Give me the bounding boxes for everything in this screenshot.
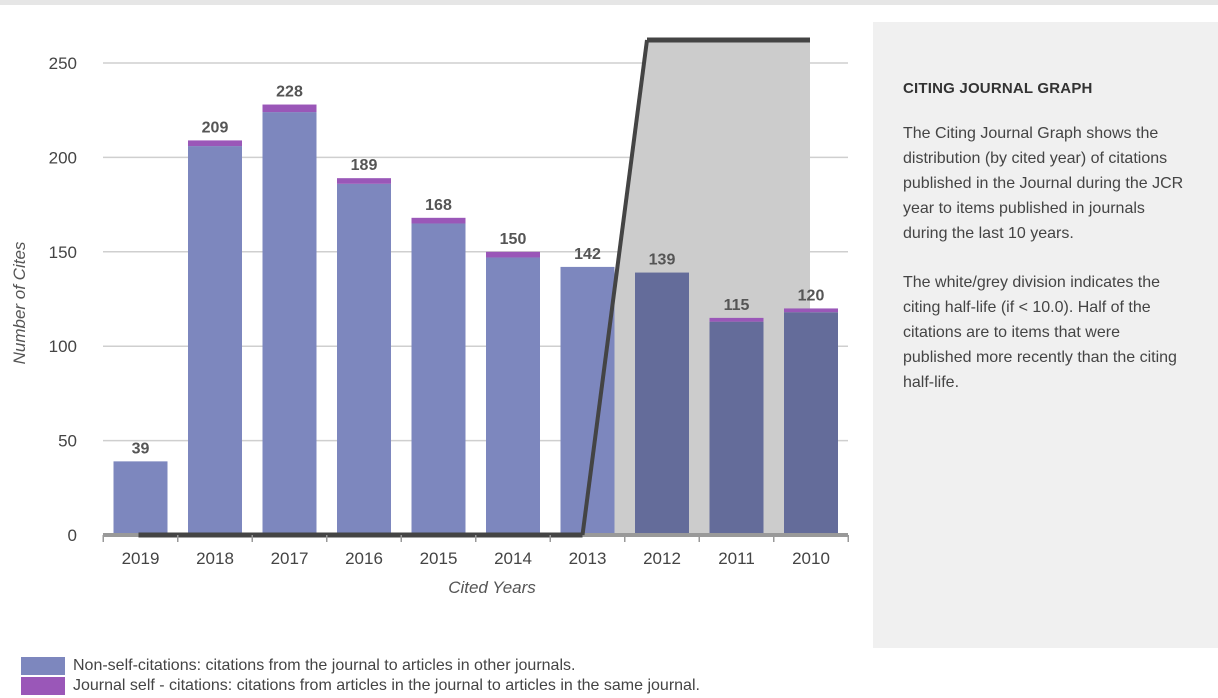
x-axis-title: Cited Years xyxy=(448,578,536,597)
data-label: 142 xyxy=(574,246,601,263)
x-tick-label: 2015 xyxy=(420,549,458,568)
data-label: 39 xyxy=(132,440,150,457)
bar-non-self xyxy=(113,461,168,535)
legend-non-self: Non-self-citations: citations from the j… xyxy=(21,657,575,675)
citing-journal-chart: 0 50 100 150 200 250 2019 39 2018 209 2017 228 2016 1… xyxy=(10,37,849,597)
x-tick-label: 2011 xyxy=(718,549,755,568)
x-tick-label: 2012 xyxy=(643,549,681,568)
y-tick-label: 150 xyxy=(49,243,77,262)
division-diagonal xyxy=(580,39,649,536)
data-label: 115 xyxy=(724,297,750,314)
bar-non-self xyxy=(709,321,764,535)
non-self-label: Non-self-citations: citations from the j… xyxy=(73,657,576,674)
labels: 0 50 100 150 200 250 2019 39 2018 209 2017 228 2016 1… xyxy=(49,54,830,568)
data-label: 139 xyxy=(649,252,676,269)
bar-self xyxy=(486,251,540,258)
x-tick-label: 2017 xyxy=(271,549,309,568)
y-tick-label: 0 xyxy=(68,526,77,545)
x-tick-label: 2019 xyxy=(122,549,160,568)
bar-self xyxy=(337,178,391,184)
data-label: 209 xyxy=(202,119,229,136)
bar-non-self xyxy=(262,112,317,535)
y-tick-label: 50 xyxy=(58,432,77,451)
x-tick-label: 2013 xyxy=(569,549,607,568)
bars xyxy=(113,104,838,536)
self-label: Journal self - citations: citations from… xyxy=(73,677,700,694)
bar-non-self xyxy=(188,146,242,535)
bar-self xyxy=(411,217,466,224)
panel-description: The Citing Journal Graph shows the distr… xyxy=(903,125,1184,242)
half-life-division xyxy=(102,37,849,542)
x-tick-label: 2018 xyxy=(196,549,234,568)
data-label: 168 xyxy=(425,197,452,214)
top-divider xyxy=(0,0,1218,5)
legend-self: Journal self - citations: citations from… xyxy=(21,677,700,695)
data-label: 150 xyxy=(500,231,527,248)
x-tick-label: 2014 xyxy=(494,549,532,568)
bar-non-self xyxy=(635,272,689,535)
bar-self xyxy=(188,140,242,147)
bar-self xyxy=(262,104,317,113)
x-tick-label: 2010 xyxy=(792,549,830,568)
self-swatch xyxy=(21,677,65,695)
info-panel: CITING JOURNAL GRAPH The Citing Journal … xyxy=(873,22,1218,648)
y-tick-label: 200 xyxy=(49,148,77,167)
data-label: 228 xyxy=(276,84,303,101)
panel-half-life-note: The white/grey division indicates the ci… xyxy=(903,274,1177,391)
bar-self xyxy=(709,317,764,322)
bar-non-self xyxy=(337,183,391,535)
bar-non-self xyxy=(411,223,466,536)
non-self-swatch xyxy=(21,657,65,675)
data-label: 120 xyxy=(798,287,825,304)
panel-title: CITING JOURNAL GRAPH xyxy=(903,80,1093,97)
bar-non-self xyxy=(784,312,838,535)
y-tick-label: 250 xyxy=(49,54,77,73)
data-label: 189 xyxy=(351,157,378,174)
bar-non-self xyxy=(486,257,540,535)
y-axis-title: Number of Cites xyxy=(10,241,29,364)
x-tick-label: 2016 xyxy=(345,549,383,568)
bar-self xyxy=(784,308,838,313)
y-tick-label: 100 xyxy=(49,337,77,356)
